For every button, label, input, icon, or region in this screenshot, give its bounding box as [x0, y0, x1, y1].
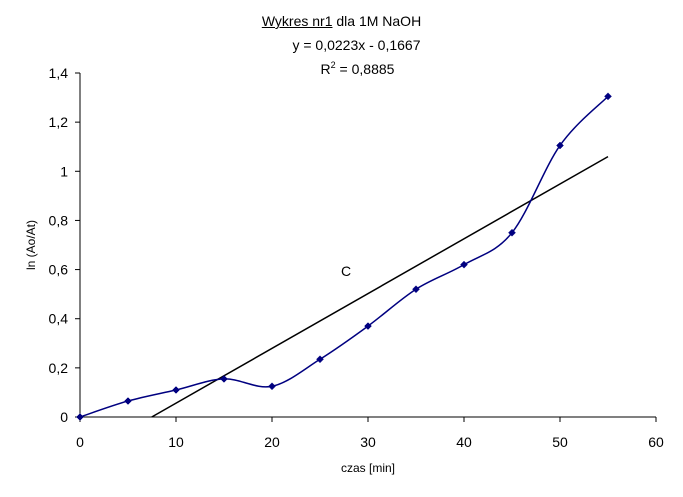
r-squared-value: = 0,8885	[335, 61, 395, 77]
y-tick-label: 1,2	[49, 114, 69, 130]
x-axis-title: czas [min]	[341, 461, 395, 475]
chart-title-underlined: Wykres nr1	[261, 13, 333, 29]
y-tick-label: 1,4	[49, 65, 69, 81]
r-squared-exponent: 2	[330, 60, 336, 70]
data-point-marker	[508, 228, 516, 237]
trendline-equation: y = 0,0223x - 0,1667	[292, 37, 421, 53]
data-point-marker	[460, 260, 468, 269]
x-tick-label: 0	[76, 434, 84, 450]
y-tick-label: 0,4	[49, 311, 69, 327]
x-tick-label: 50	[552, 434, 568, 450]
data-point-marker	[124, 397, 132, 405]
data-point-marker	[316, 355, 324, 364]
y-tick-label: 0	[60, 409, 68, 425]
data-point-marker	[412, 285, 420, 294]
y-tick-label: 0,6	[49, 262, 69, 278]
data-point-marker	[220, 375, 228, 383]
y-tick-label: 0,2	[49, 360, 69, 376]
trendline	[151, 155, 609, 418]
y-tick-label: 1	[60, 163, 68, 179]
chart-title-rest: dla 1M NaOH	[332, 13, 422, 29]
r-squared-label: R2 = 0,8885	[0, 60, 683, 77]
x-tick-label: 40	[456, 434, 472, 450]
x-tick-label: 10	[168, 434, 184, 450]
data-point-marker	[268, 382, 276, 391]
x-tick-label: 30	[360, 434, 376, 450]
series-line	[79, 95, 609, 418]
chart-title: Wykres nr1 dla 1M NaOH	[0, 13, 683, 29]
data-point-marker	[172, 386, 180, 394]
x-tick-label: 20	[264, 434, 280, 450]
data-point-marker	[604, 92, 612, 101]
y-tick-label: 0,8	[49, 212, 69, 228]
data-point-marker	[76, 413, 84, 421]
r-squared-prefix: R	[320, 61, 331, 77]
data-point-marker	[556, 141, 564, 150]
chart-annotation: C	[341, 263, 352, 279]
y-axis-title: ln (Ao/At)	[24, 220, 38, 270]
data-point-marker	[364, 322, 372, 330]
x-tick-label: 60	[648, 434, 664, 450]
